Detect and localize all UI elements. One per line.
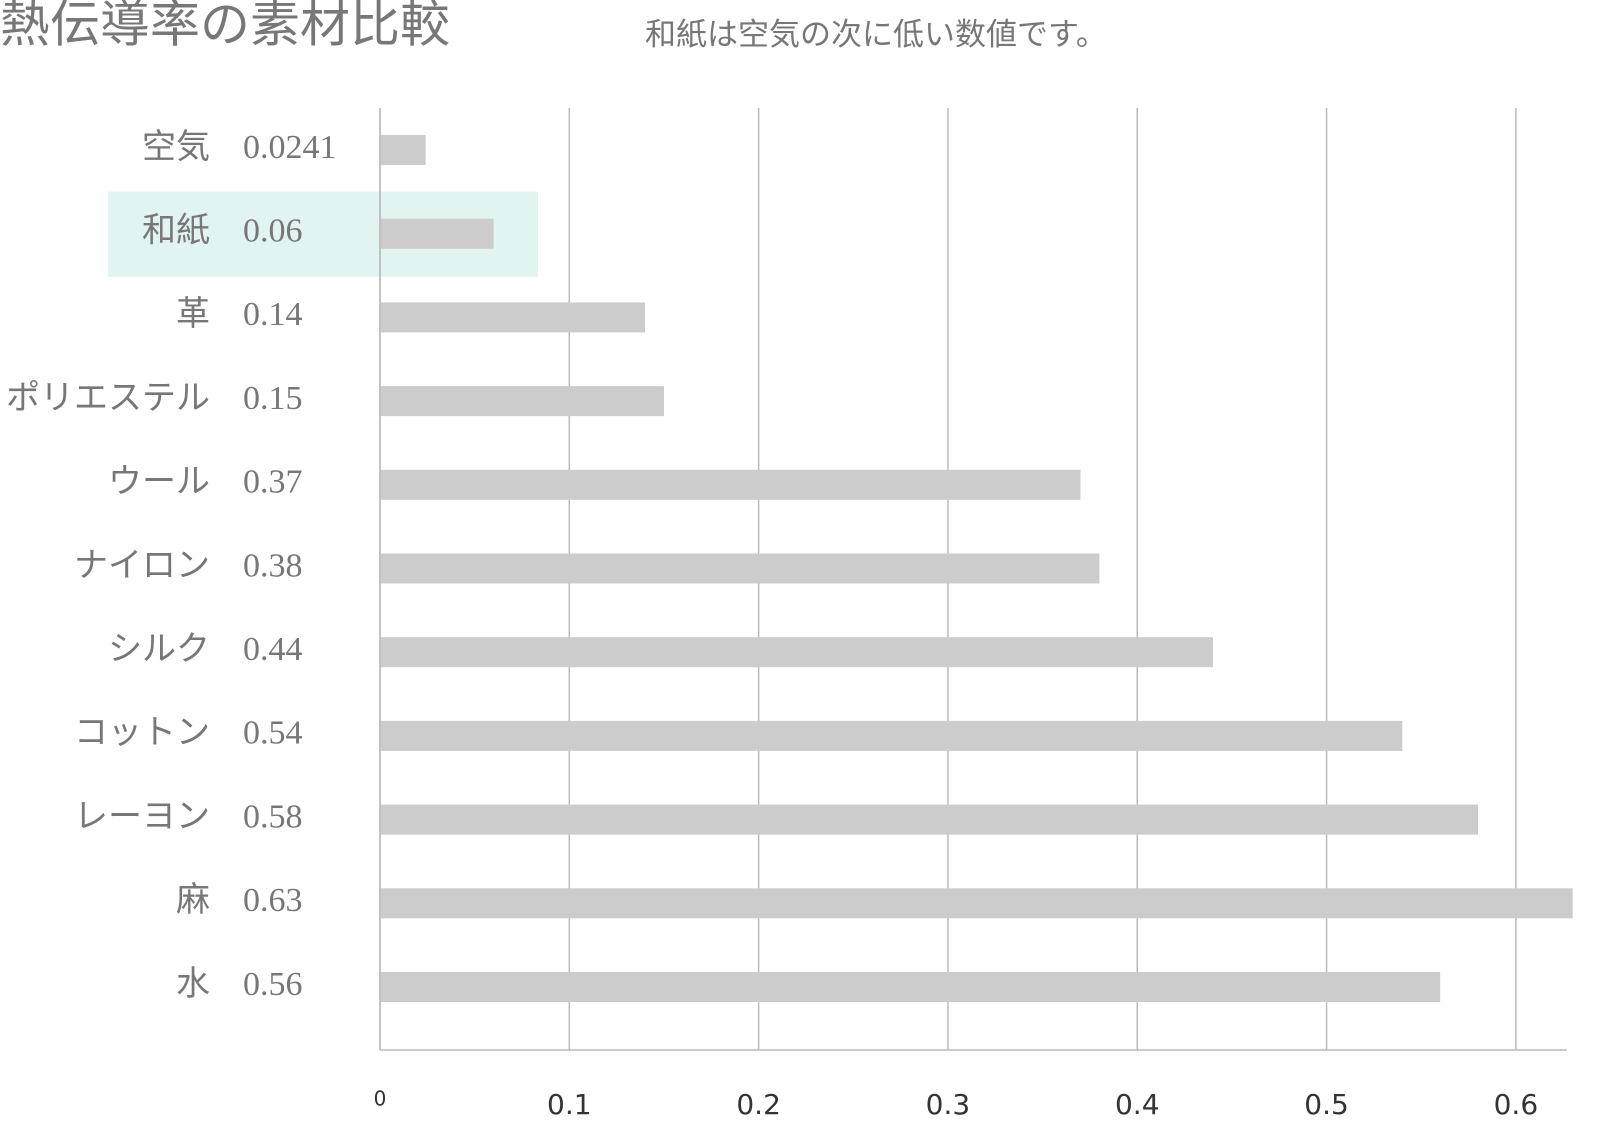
chart-subtitle: 和紙は空気の次に低い数値です。	[645, 17, 1107, 52]
chart-title: 熱伝導率の素材比較	[0, 0, 450, 52]
bar	[380, 804, 1479, 835]
bar	[380, 972, 1441, 1002]
category-label: シルク	[108, 631, 210, 668]
x-tick-label: 0.4	[1115, 1088, 1160, 1121]
bar	[380, 469, 1081, 500]
category-label: 革	[176, 295, 210, 333]
value-label: 0.56	[243, 966, 303, 1003]
value-label: 0.58	[243, 798, 303, 835]
category-label: ナイロン	[74, 547, 210, 584]
bar	[380, 135, 426, 165]
value-label: 0.44	[243, 631, 303, 668]
bar	[380, 553, 1100, 584]
value-label: 0.38	[243, 547, 303, 584]
bar	[380, 888, 1573, 919]
value-label: 0.54	[243, 715, 303, 752]
x-tick-label: 0.3	[926, 1088, 971, 1121]
category-label: コットン	[74, 715, 210, 752]
category-label: レーヨン	[74, 798, 210, 835]
bar	[380, 218, 494, 249]
bar	[380, 637, 1213, 668]
category-label: 空気	[142, 128, 210, 166]
bar	[380, 302, 646, 333]
bar	[380, 386, 664, 417]
x-tick-label: 0.5	[1304, 1088, 1349, 1121]
x-tick-label: 0	[374, 1087, 387, 1111]
value-label: 0.37	[243, 464, 303, 501]
value-label: 0.63	[243, 882, 303, 919]
category-label: ウール	[108, 464, 210, 501]
x-tick-label: 0.2	[736, 1088, 781, 1121]
category-label: ポリエステル	[6, 379, 210, 417]
bar	[380, 720, 1403, 751]
value-label: 0.14	[243, 296, 303, 333]
x-tick-label: 0.1	[547, 1088, 592, 1121]
category-label: 麻	[176, 881, 210, 919]
x-tick-label: 0.6	[1494, 1088, 1539, 1121]
value-label: 0.0241	[243, 129, 337, 166]
value-label: 0.15	[243, 380, 303, 417]
value-label: 0.06	[243, 212, 303, 249]
category-label: 和紙	[142, 211, 210, 249]
category-label: 水	[176, 966, 210, 1003]
